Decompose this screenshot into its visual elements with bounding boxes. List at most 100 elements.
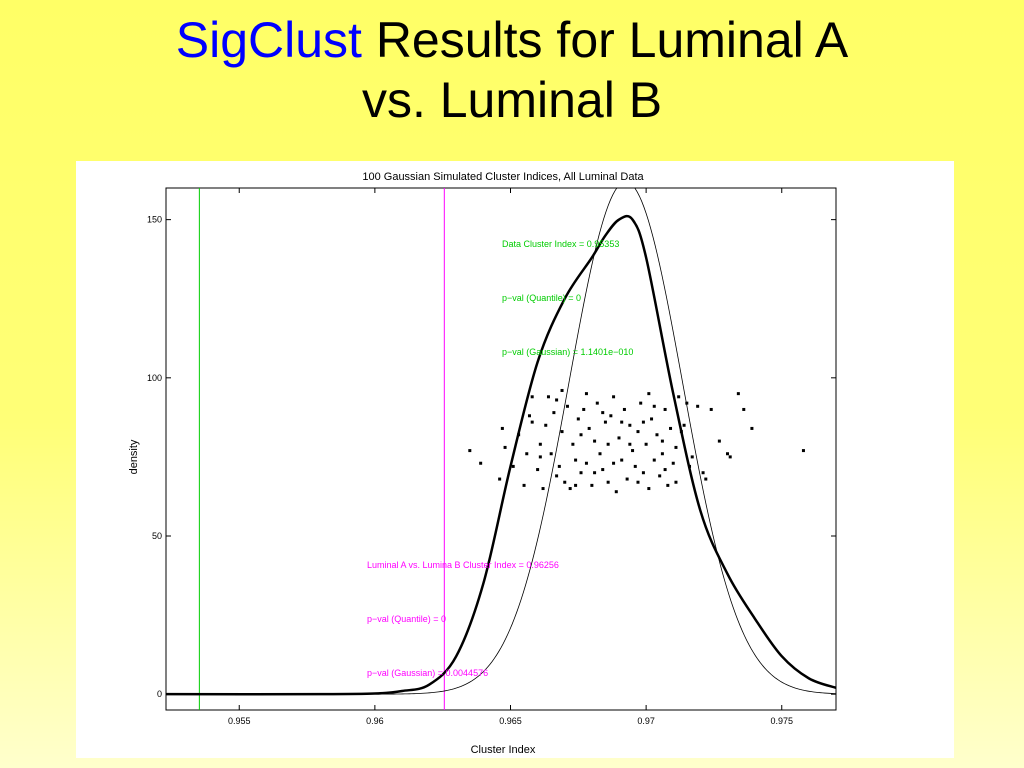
slide-title-accent: SigClust xyxy=(175,12,362,68)
data-annotation: p−val (Quantile) = 0 xyxy=(502,293,581,303)
x-tick-label: 0.955 xyxy=(228,716,251,726)
simulated-index-point xyxy=(527,414,531,418)
simulated-index-point xyxy=(565,404,569,408)
simulated-index-point xyxy=(552,411,556,415)
simulated-index-point xyxy=(647,487,651,491)
simulated-index-point xyxy=(579,471,583,475)
simulated-index-point xyxy=(612,461,616,465)
simulated-index-point xyxy=(538,455,542,459)
simulated-index-point xyxy=(555,474,559,478)
y-tick-label: 0 xyxy=(157,689,162,699)
simulated-index-point xyxy=(652,404,656,408)
luminal-annotation: Luminal A vs. Lumina B Cluster Index = 0… xyxy=(367,560,559,570)
kde-curve xyxy=(166,214,836,696)
simulated-index-point xyxy=(549,452,553,456)
simulated-index-point xyxy=(584,392,588,396)
simulated-index-point xyxy=(696,404,700,408)
simulated-index-point xyxy=(609,414,613,418)
simulated-index-point xyxy=(603,420,607,424)
slide-title-line2: vs. Luminal B xyxy=(361,72,663,128)
simulated-index-point xyxy=(663,468,667,472)
simulated-index-point xyxy=(801,449,805,453)
y-axis-label: density xyxy=(128,439,140,474)
simulated-index-point xyxy=(617,436,621,440)
simulated-index-point xyxy=(574,458,578,462)
simulated-index-point xyxy=(663,407,667,411)
simulated-index-point xyxy=(511,464,515,468)
simulated-index-point xyxy=(557,464,561,468)
simulated-index-point xyxy=(636,480,640,484)
simulated-index-point xyxy=(679,430,683,434)
x-tick-label: 0.97 xyxy=(637,716,655,726)
chart-figure: 100 Gaussian Simulated Cluster Indices, … xyxy=(76,161,954,758)
simulated-index-point xyxy=(750,426,754,430)
simulated-index-point xyxy=(574,483,578,487)
simulated-index-point xyxy=(498,477,502,481)
axis-ticks: 0.955 0.96 0.965 0.97 0.975 0 50 100 150 xyxy=(147,188,836,726)
simulated-index-point xyxy=(631,449,635,453)
simulated-index-point xyxy=(677,395,681,399)
simulated-index-point xyxy=(620,458,624,462)
simulated-index-point xyxy=(544,423,548,427)
simulated-index-point xyxy=(742,407,746,411)
simulated-index-point xyxy=(690,455,694,459)
simulated-index-point xyxy=(468,449,472,453)
simulated-index-point xyxy=(560,388,564,392)
data-annotation: p−val (Gaussian) = 1.1401e−010 xyxy=(502,347,633,357)
simulated-index-point xyxy=(641,471,645,475)
simulated-index-point xyxy=(500,426,504,430)
simulated-index-point xyxy=(674,445,678,449)
simulated-index-point xyxy=(682,423,686,427)
plot-frame xyxy=(165,187,837,711)
x-tick-label: 0.965 xyxy=(499,716,522,726)
simulated-index-point xyxy=(725,452,729,456)
y-tick-label: 150 xyxy=(147,215,162,225)
simulated-index-point xyxy=(717,439,721,443)
simulated-index-point xyxy=(517,433,521,437)
simulated-index-point xyxy=(658,474,662,478)
simulated-index-point xyxy=(728,455,732,459)
annotations: Data Cluster Index = 0.95353 p−val (Quant… xyxy=(367,239,633,678)
simulated-index-point xyxy=(647,392,651,396)
simulated-points xyxy=(468,388,805,494)
simulated-index-point xyxy=(538,442,542,446)
simulated-index-point xyxy=(576,417,580,421)
simulated-index-point xyxy=(525,452,529,456)
x-axis-label: Cluster Index xyxy=(471,744,536,756)
simulated-index-point xyxy=(636,430,640,434)
x-tick-label: 0.975 xyxy=(770,716,793,726)
simulated-index-point xyxy=(541,487,545,491)
simulated-index-point xyxy=(522,483,526,487)
simulated-index-point xyxy=(655,433,659,437)
y-tick-label: 100 xyxy=(147,373,162,383)
gaussian-fit-curve xyxy=(166,188,836,695)
simulated-index-point xyxy=(563,480,567,484)
simulated-index-point xyxy=(650,417,654,421)
simulated-index-point xyxy=(666,483,670,487)
luminal-annotation: p−val (Quantile) = 0 xyxy=(367,614,446,624)
simulated-index-point xyxy=(674,480,678,484)
simulated-index-point xyxy=(652,458,656,462)
simulated-index-point xyxy=(620,420,624,424)
simulated-index-point xyxy=(612,395,616,399)
simulated-index-point xyxy=(530,395,534,399)
data-annotation: Data Cluster Index = 0.95353 xyxy=(502,239,619,249)
slide-title-line1: SigClust Results for Luminal A xyxy=(0,10,1024,70)
simulated-index-point xyxy=(660,439,664,443)
x-tick-label: 0.96 xyxy=(366,716,384,726)
slide-title: SigClust Results for Luminal A vs. Lumin… xyxy=(0,10,1024,130)
simulated-index-point xyxy=(587,426,591,430)
simulated-index-point xyxy=(560,430,564,434)
simulated-index-point xyxy=(614,490,618,494)
simulated-index-point xyxy=(628,423,632,427)
reference-lines xyxy=(198,188,445,710)
simulated-index-point xyxy=(584,461,588,465)
simulated-index-point xyxy=(685,401,689,405)
y-tick-label: 50 xyxy=(152,531,162,541)
simulated-index-point xyxy=(701,471,705,475)
simulated-index-point xyxy=(595,401,599,405)
simulated-index-point xyxy=(571,442,575,446)
density-curves xyxy=(166,188,836,696)
simulated-index-point xyxy=(546,395,550,399)
simulated-index-point xyxy=(590,483,594,487)
